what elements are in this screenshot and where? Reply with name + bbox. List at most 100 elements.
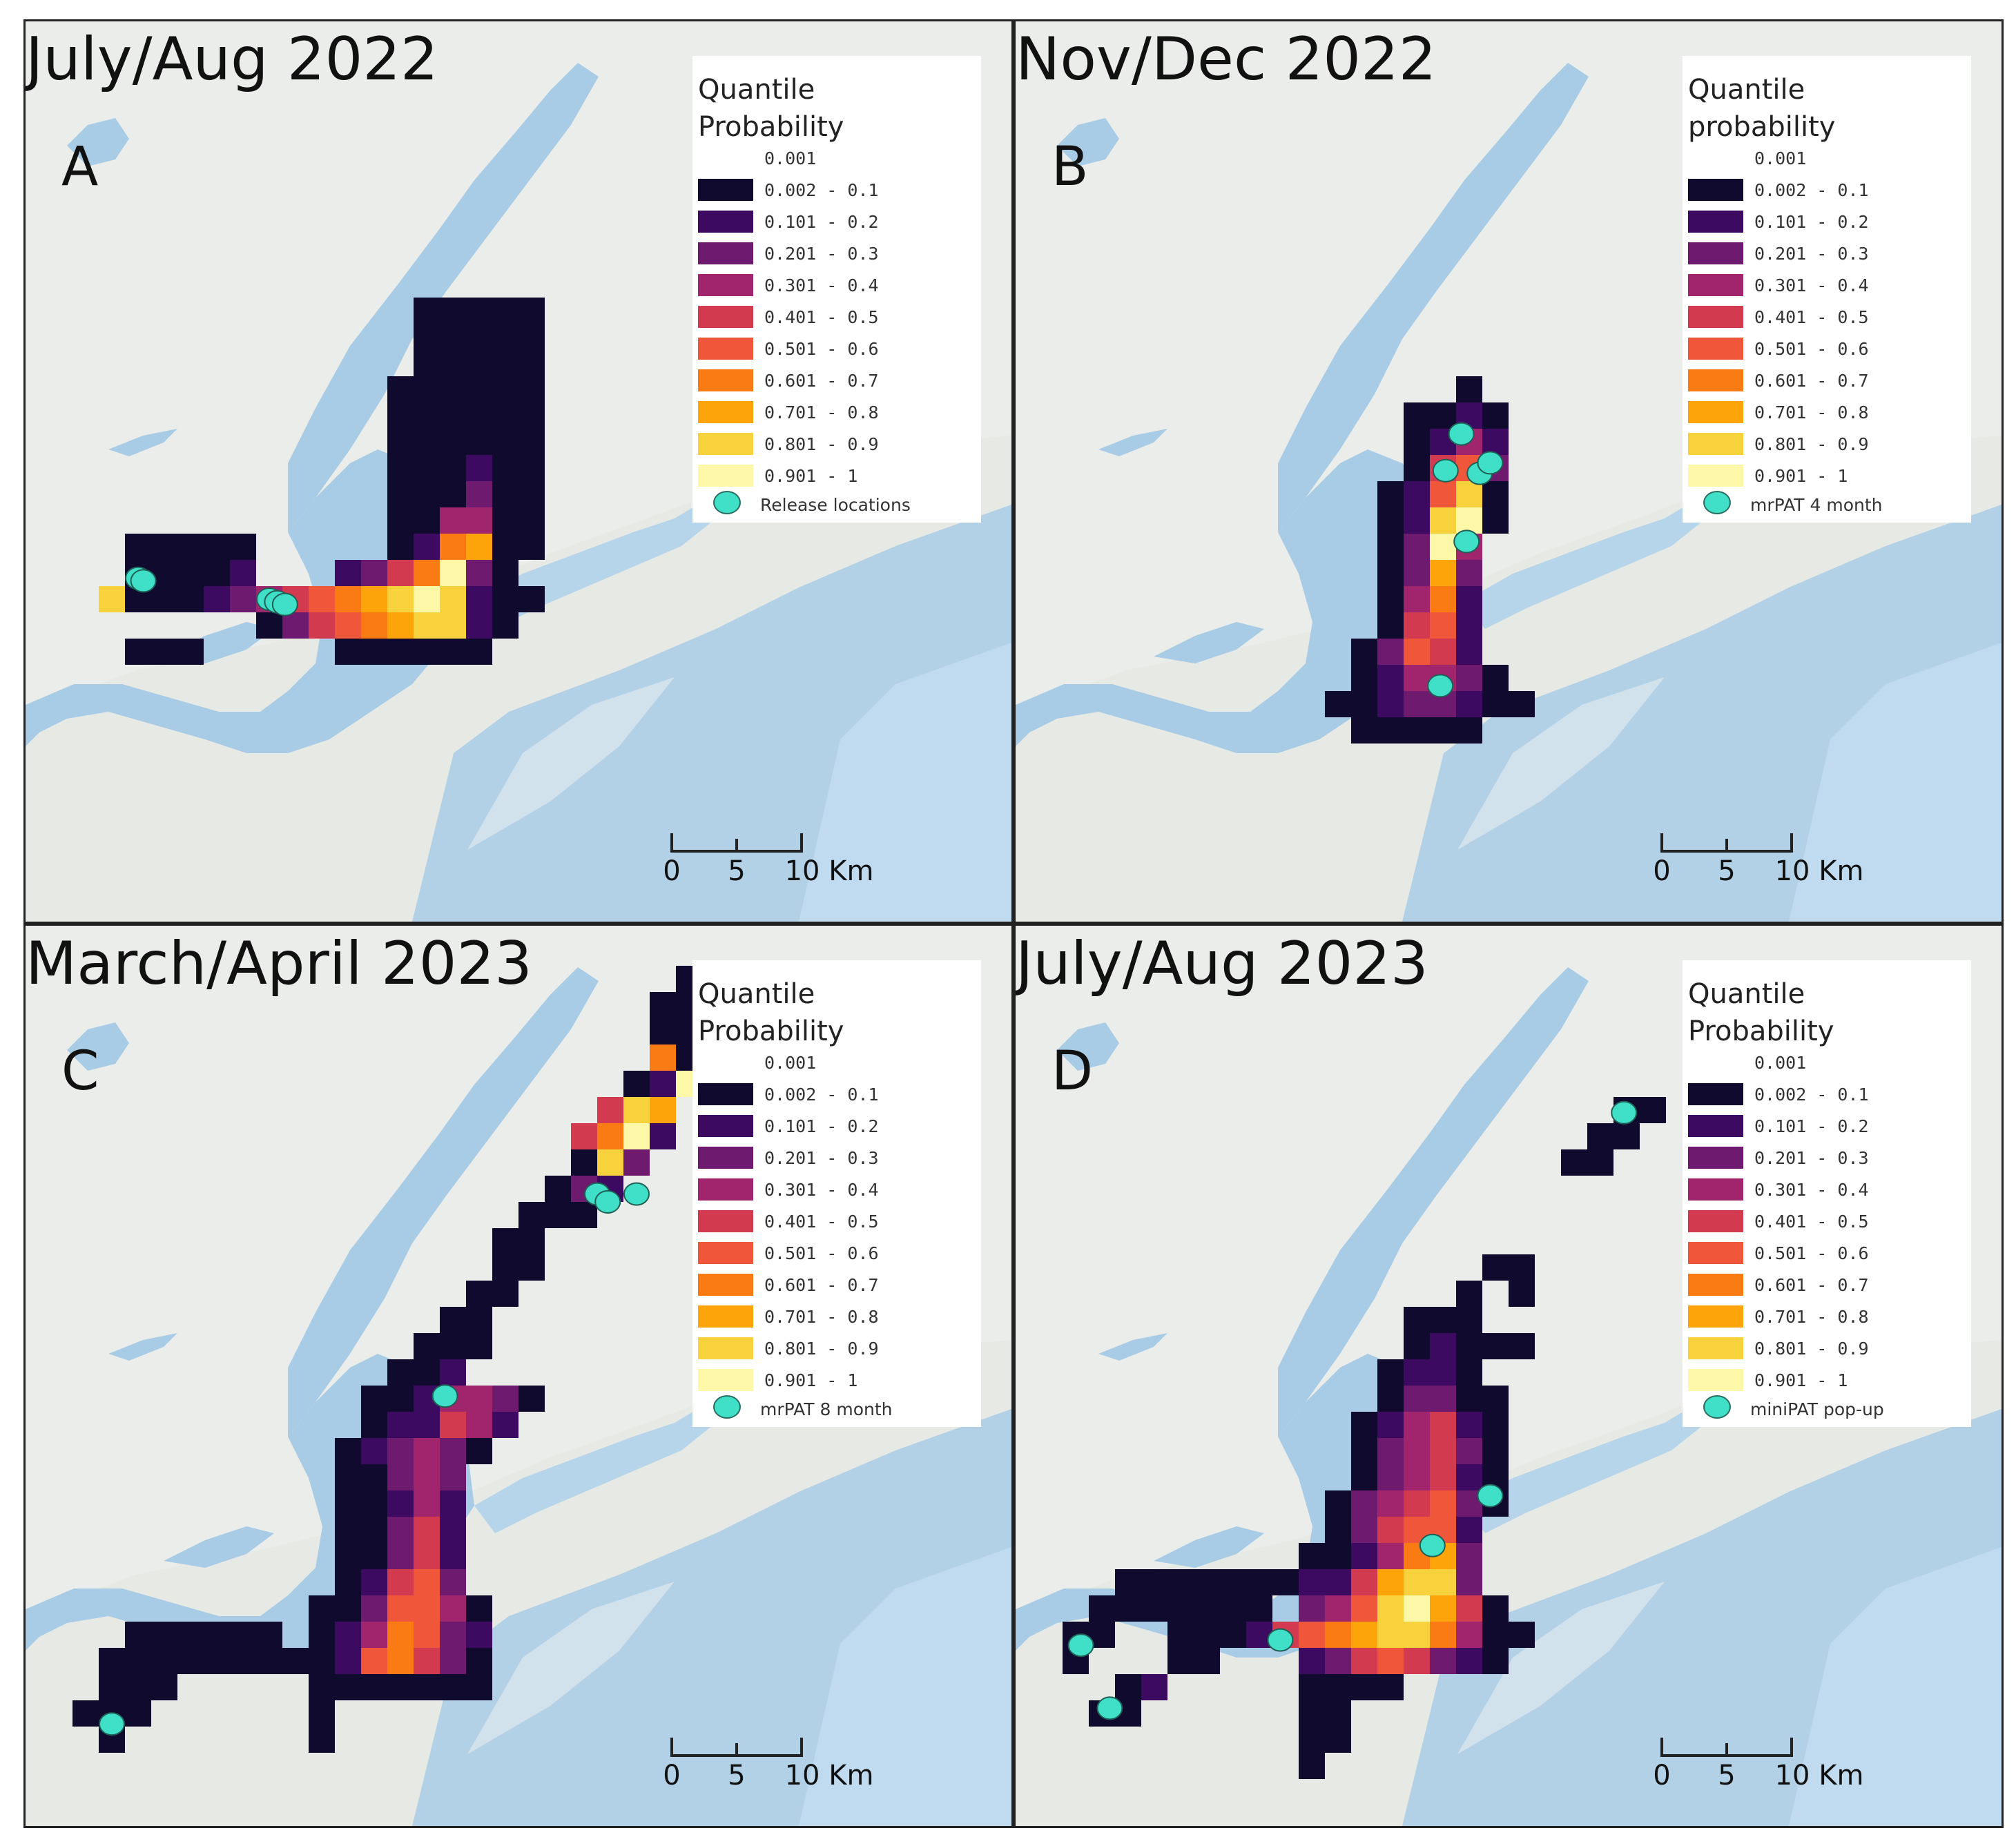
grid-cell <box>1482 402 1509 429</box>
legend-label: 0.901 - 1 <box>1754 466 1848 486</box>
grid-cell <box>440 1517 466 1543</box>
grid-cell <box>151 534 177 560</box>
grid-cell <box>1430 1595 1456 1622</box>
grid-cell <box>1404 1412 1430 1438</box>
grid-cell <box>361 1464 387 1490</box>
grid-cell <box>650 1097 676 1123</box>
legend-row: 0.101 - 0.2 <box>1688 1111 1964 1138</box>
grid-cell <box>492 1228 518 1254</box>
grid-cell <box>466 1333 492 1359</box>
grid-cell <box>1456 691 1482 717</box>
legend-title-line2: Probability <box>698 1016 844 1047</box>
grid-cell <box>1377 586 1404 612</box>
tag-location-marker <box>1448 422 1475 446</box>
grid-cell <box>256 1622 282 1648</box>
grid-cell <box>1351 1648 1377 1674</box>
grid-cell <box>623 1123 650 1149</box>
grid-cell <box>1325 1543 1351 1569</box>
grid-cell <box>1456 1517 1482 1543</box>
legend-row: 0.501 - 0.6 <box>698 333 974 361</box>
scale-bar: 0 5 10 Km <box>1637 815 1886 898</box>
grid-cell <box>1404 586 1430 612</box>
grid-cell <box>387 402 414 429</box>
grid-cell <box>335 1595 361 1622</box>
tag-location-marker <box>1267 1628 1294 1652</box>
tag-location-marker <box>1477 451 1504 475</box>
grid-cell <box>387 1648 414 1674</box>
grid-cell <box>1509 1281 1535 1307</box>
grid-cell <box>387 639 414 665</box>
legend-label: 0.001 <box>764 1053 817 1073</box>
legend-label: 0.601 - 0.7 <box>1754 1275 1869 1295</box>
grid-cell <box>1325 1648 1351 1674</box>
grid-cell <box>518 1228 545 1254</box>
grid-cell <box>414 455 440 481</box>
grid-cell <box>1325 1700 1351 1727</box>
scale-label: 10 Km <box>784 1760 874 1791</box>
grid-cell <box>1220 1622 1246 1648</box>
grid-cell <box>361 1595 387 1622</box>
grid-cell <box>1430 1333 1456 1359</box>
grid-cell <box>414 1464 440 1490</box>
legend-swatch <box>698 1051 753 1073</box>
grid-cell <box>387 1490 414 1517</box>
grid-cell <box>230 1648 256 1674</box>
grid-cell <box>230 1622 256 1648</box>
legend-row: 0.501 - 0.6 <box>698 1238 974 1265</box>
grid-cell <box>440 586 466 612</box>
grid-cell <box>440 324 466 350</box>
grid-cell <box>440 612 466 639</box>
grid-cell <box>1377 1490 1404 1517</box>
grid-cell <box>99 1674 125 1700</box>
grid-cell <box>492 1254 518 1281</box>
grid-cell <box>440 1307 466 1333</box>
grid-cell <box>361 1543 387 1569</box>
grid-cell <box>466 1622 492 1648</box>
grid-cell <box>1430 586 1456 612</box>
legend-swatch <box>1688 1242 1743 1264</box>
legend-row: 0.101 - 0.2 <box>698 1111 974 1138</box>
grid-cell <box>1456 1386 1482 1412</box>
grid-cell <box>1482 1386 1509 1412</box>
marker-icon <box>713 1395 741 1419</box>
grid-cell <box>1377 1438 1404 1464</box>
grid-cell <box>466 507 492 534</box>
grid-cell <box>1351 717 1377 744</box>
grid-cell <box>650 1123 676 1149</box>
grid-cell <box>1430 1307 1456 1333</box>
legend-swatch <box>698 1147 753 1169</box>
grid-cell <box>492 350 518 376</box>
legend-swatch <box>1688 306 1743 328</box>
grid-cell <box>309 1648 335 1674</box>
probability-grid <box>1325 376 1535 744</box>
legend-row: 0.801 - 0.9 <box>698 1333 974 1361</box>
grid-cell <box>177 534 204 560</box>
grid-cell <box>1456 1359 1482 1386</box>
legend-title-line1: Quantile <box>698 74 815 106</box>
grid-cell <box>309 1700 335 1727</box>
grid-cell <box>151 1622 177 1648</box>
grid-cell <box>466 1386 492 1412</box>
grid-cell <box>1325 1569 1351 1595</box>
grid-cell <box>282 612 309 639</box>
grid-cell <box>597 1097 623 1123</box>
grid-cell <box>1430 1438 1456 1464</box>
grid-cell <box>466 560 492 586</box>
grid-cell <box>414 534 440 560</box>
grid-cell <box>414 324 440 350</box>
legend-title-line1: Quantile <box>698 978 815 1010</box>
grid-cell <box>230 534 256 560</box>
grid-cell <box>387 1386 414 1412</box>
grid-cell <box>1115 1595 1141 1622</box>
grid-cell <box>1325 1622 1351 1648</box>
grid-cell <box>1456 717 1482 744</box>
grid-cell <box>466 1438 492 1464</box>
legend-swatch <box>698 465 753 487</box>
legend-label: 0.002 - 0.1 <box>1754 1085 1869 1105</box>
legend-row: 0.601 - 0.7 <box>1688 365 1964 393</box>
grid-cell <box>440 1333 466 1359</box>
legend-label: 0.801 - 0.9 <box>1754 1339 1869 1359</box>
legend-row: 0.401 - 0.5 <box>1688 302 1964 329</box>
grid-cell <box>151 1648 177 1674</box>
scale-label: 0 <box>663 855 681 887</box>
